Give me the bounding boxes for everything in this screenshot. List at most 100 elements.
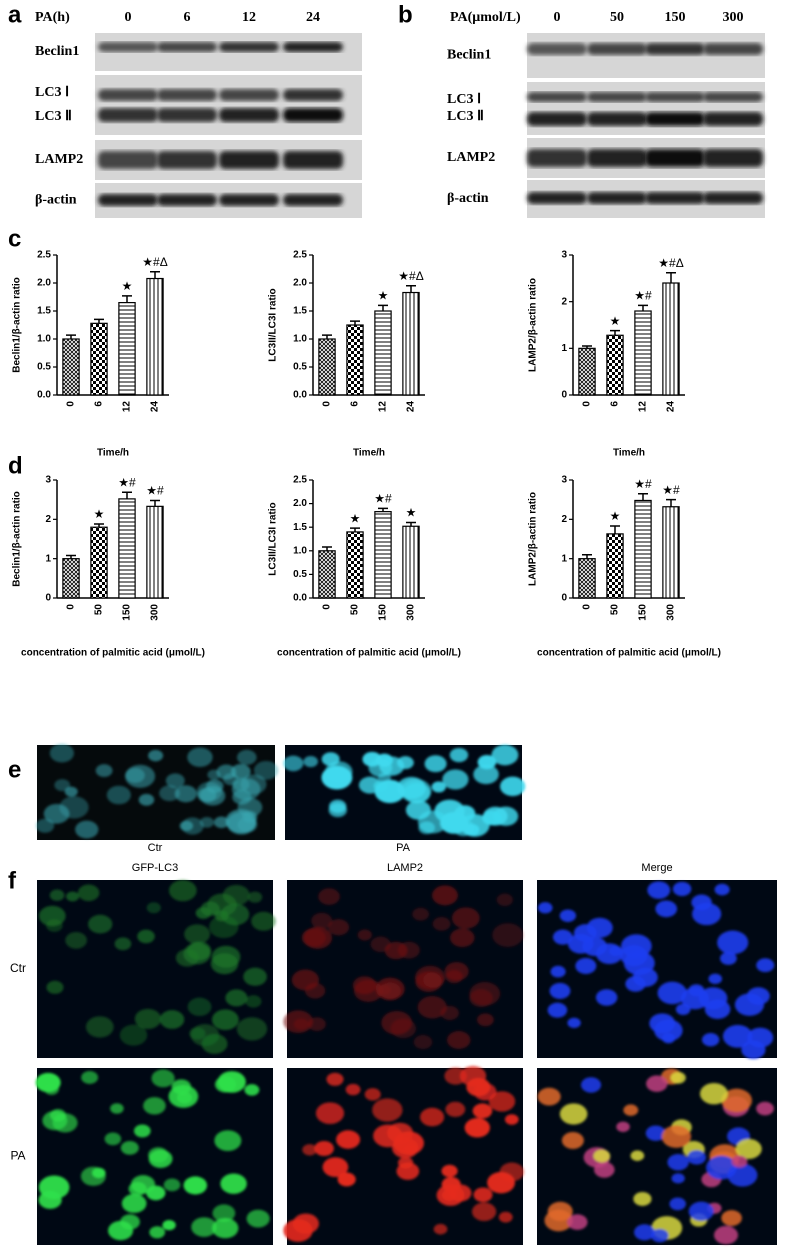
cell [464,1117,491,1138]
cell [547,1201,573,1222]
cell [213,816,229,829]
cell [322,1157,349,1178]
error-bar [94,523,104,528]
cell [207,769,221,780]
treatment-label: PA(μmol/L) [450,10,521,25]
error-bar [150,271,160,279]
cell [328,919,350,936]
cell [191,1217,217,1237]
panel-letter: b [398,1,413,28]
cell [671,1173,685,1184]
cell [119,1024,148,1046]
cell [318,888,340,905]
cell [746,987,770,1005]
y-tick-label: 2 [561,514,567,525]
cell [473,1187,493,1203]
cell [368,758,393,777]
x-tick-label: 50 [94,604,105,616]
cells [283,885,524,1050]
error-bar [66,334,76,339]
cell [230,763,251,780]
cell [492,923,524,948]
bar [62,338,80,396]
cell [477,755,497,770]
cell [717,930,749,955]
row-label: LC3 Ⅰ [447,92,481,107]
y-tick-label: 1.0 [293,545,307,556]
blot-band [157,151,217,169]
cell [424,755,447,773]
error-bar [406,285,416,293]
error-bar [94,318,104,324]
cell [134,1008,162,1030]
cell [283,755,304,772]
blot-band [527,92,587,102]
blot-band [98,89,158,101]
cell [405,800,431,820]
cell [552,929,573,945]
error-bar [610,329,620,336]
cell [212,1204,236,1222]
error-bar [582,553,592,559]
blot-band [219,89,279,101]
cell [646,1075,668,1092]
cell [133,1124,151,1138]
error-bar [406,521,416,527]
significance-mark: ★# [634,477,652,491]
blot-band [703,92,763,102]
error-bar [666,498,676,507]
column-label: LAMP2 [387,862,423,874]
cell [246,1209,270,1228]
cell [447,1031,471,1049]
cell [650,1228,669,1243]
cell [450,928,475,948]
lane-label: 0 [554,10,561,25]
cell [404,1144,418,1155]
error-bar [638,304,648,311]
blot-band [587,92,647,102]
y-tick-label: 2.0 [293,498,307,509]
cell [449,747,469,763]
cell [547,1002,568,1018]
significance-mark: ★ [406,506,417,520]
cell [326,1072,344,1086]
x-tick-label: 0 [322,604,333,610]
cell [49,743,74,763]
x-tick-label: 12 [122,401,133,413]
row-label: LAMP2 [35,152,83,167]
x-tick-label: 12 [638,401,649,413]
bar [62,558,80,599]
cell [537,902,553,914]
bar [90,322,108,396]
blot-strip [527,33,765,78]
blot-strip [95,75,362,135]
cell [377,984,391,996]
cell [661,1125,692,1148]
cell [423,971,445,989]
y-tick-label: 0 [45,593,51,604]
significance-mark: ★#Δ [658,256,683,270]
cell [174,785,197,803]
y-tick-label: 3 [45,475,51,486]
cell [232,789,252,805]
cell [496,893,513,907]
y-axis-label: LAMP2/β-actin ratio [528,492,539,586]
cell [691,894,712,911]
y-tick-label: 0 [561,390,567,401]
lane-label: 50 [610,10,624,25]
cell [595,989,618,1006]
cell [171,1079,192,1095]
cell [441,1164,458,1178]
x-tick-label: 150 [122,604,133,621]
cells [537,881,775,1060]
cell [187,747,213,768]
cell [477,1013,494,1027]
cell [451,907,480,929]
y-tick-label: 2.0 [293,278,307,289]
blot-band [703,43,763,55]
cell [240,774,267,795]
cell [210,953,239,975]
x-tick-label: 24 [666,401,677,413]
blot-band [283,151,343,169]
error-bar [378,507,388,512]
